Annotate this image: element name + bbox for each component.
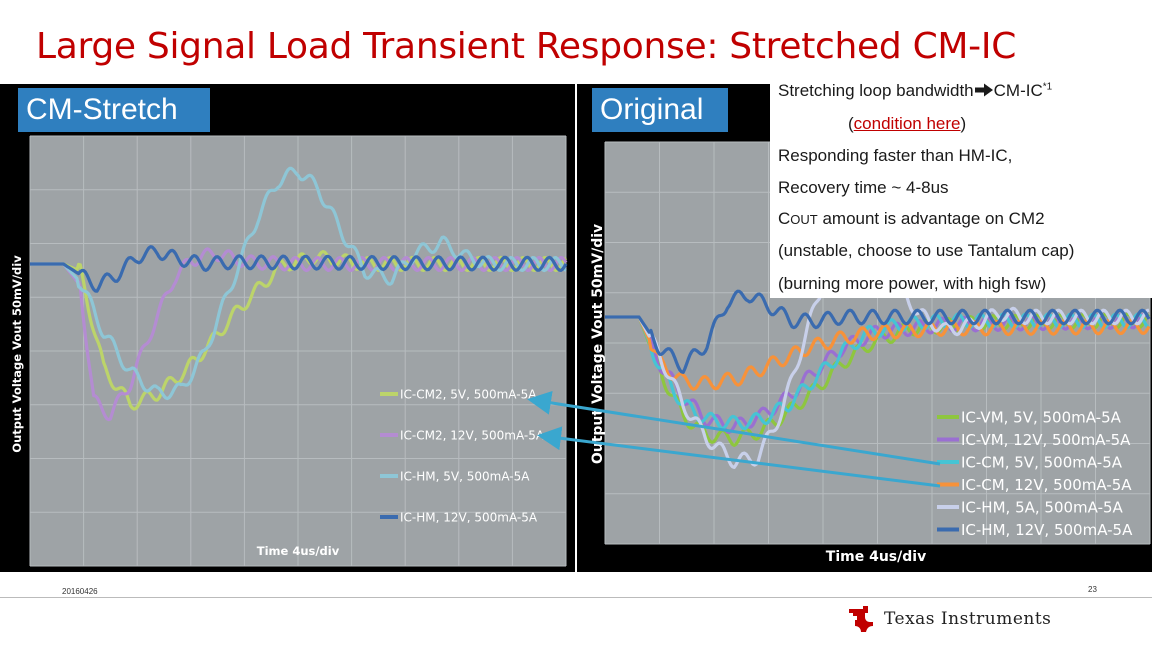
- texas-instruments-logo-icon: [849, 606, 873, 632]
- note-paren-open: (: [848, 114, 854, 133]
- note-unstable: (unstable, choose to use Tantalum cap): [778, 241, 1075, 260]
- note-cout-sub: OUT: [790, 212, 818, 227]
- y-axis-label: Output Voltage Vout 50mV/div: [10, 255, 24, 453]
- legend-entry: IC-VM, 12V, 500mA-5A: [961, 431, 1131, 449]
- note-cout-c: C: [778, 209, 791, 228]
- footer-divider: [0, 597, 1152, 598]
- legend-entry: IC-CM2, 5V, 500mA-5A: [400, 387, 537, 401]
- note-bandwidth: Stretching loop bandwidth CM-IC*1: [778, 81, 1052, 101]
- series-trace: [605, 315, 1151, 391]
- slide-title: Large Signal Load Transient Response: St…: [36, 26, 1017, 67]
- waveform-panel-left: IC-CM2, 5V, 500mA-5A IC-CM2, 12V, 500mA-5…: [0, 84, 575, 572]
- cm-stretch-label: CM-Stretch: [18, 88, 210, 132]
- note-condition: (condition here): [848, 114, 966, 134]
- note-bandwidth-target: CM-IC: [993, 81, 1043, 100]
- note-power: (burning more power, with high fsw): [778, 274, 1047, 293]
- page-number: 23: [1088, 585, 1097, 594]
- note-bandwidth-text: Stretching loop bandwidth: [778, 81, 974, 100]
- legend-entry: IC-CM, 5V, 500mA-5A: [961, 453, 1123, 471]
- right-arrow-icon: [974, 83, 993, 97]
- waveform-chart-left: IC-CM2, 5V, 500mA-5A IC-CM2, 12V, 500mA-5…: [0, 84, 575, 572]
- legend-entry: IC-CM, 12V, 500mA-5A: [961, 476, 1132, 494]
- note-recovery: Recovery time ~ 4-8us: [778, 178, 949, 197]
- original-label: Original: [592, 88, 728, 132]
- note-footnote-ref: *1: [1042, 81, 1053, 93]
- legend-entry: IC-HM, 5V, 500mA-5A: [400, 469, 530, 483]
- legend-entry: IC-VM, 5V, 500mA-5A: [961, 408, 1122, 426]
- ti-brand-name: Texas Instruments: [884, 609, 1052, 629]
- ti-logo: Texas Instruments: [846, 604, 1051, 634]
- x-axis-label: Time 4us/div: [826, 549, 926, 565]
- x-axis-label: Time 4us/div: [257, 544, 340, 558]
- note-paren-close: ): [960, 114, 967, 133]
- y-axis-label: Output Voltage Vout 50mV/div: [590, 224, 606, 464]
- condition-here-link[interactable]: condition here: [853, 114, 961, 133]
- legend-entry: IC-HM, 12V, 500mA-5A: [961, 521, 1133, 539]
- note-responding: Responding faster than HM-IC,: [778, 146, 1013, 165]
- series-trace: [605, 289, 1151, 374]
- series-trace: [30, 247, 568, 422]
- legend-entry: IC-HM, 5A, 500mA-5A: [961, 498, 1124, 516]
- notes-box: Stretching loop bandwidth CM-IC*1 (condit…: [770, 80, 1152, 298]
- legend-entry: IC-HM, 12V, 500mA-5A: [400, 510, 538, 524]
- footer-date: 20160426: [62, 587, 98, 596]
- legend-entry: IC-CM2, 12V, 500mA-5A: [400, 428, 545, 442]
- series-trace: [30, 245, 568, 293]
- note-cout: COUT amount is advantage on CM2: [778, 209, 1045, 229]
- note-cout-rest: amount is advantage on CM2: [817, 209, 1045, 228]
